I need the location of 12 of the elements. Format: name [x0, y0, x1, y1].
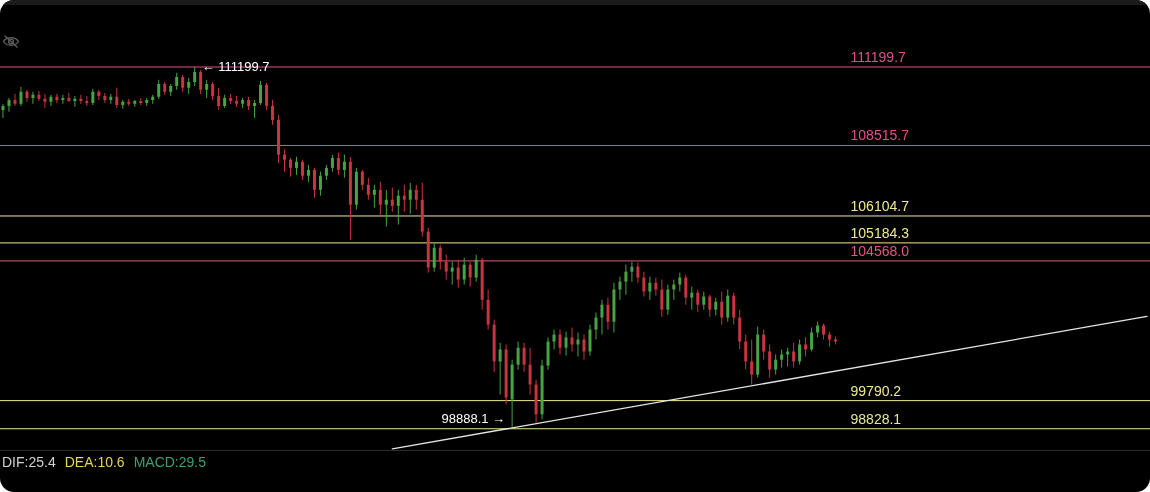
text: DEA:10.6 — [64, 454, 125, 470]
ref-line-label: 106104.7 — [850, 197, 910, 214]
ref-line-label: 104568.0 — [850, 242, 910, 259]
text: MACD:29.5 — [133, 454, 206, 470]
annotation: ← 111199.7 — [201, 59, 270, 74]
ref-line-label: 111199.7 — [850, 49, 907, 65]
ref-line-label: 105184.3 — [850, 224, 910, 241]
annotation: 98888.1 → — [441, 411, 506, 426]
ref-line-label: 99790.2 — [850, 382, 902, 399]
text: DIF:25.4 — [2, 454, 56, 470]
ref-line-label: 108515.7 — [850, 127, 910, 144]
ref-line-label: 98828.1 — [850, 410, 902, 427]
